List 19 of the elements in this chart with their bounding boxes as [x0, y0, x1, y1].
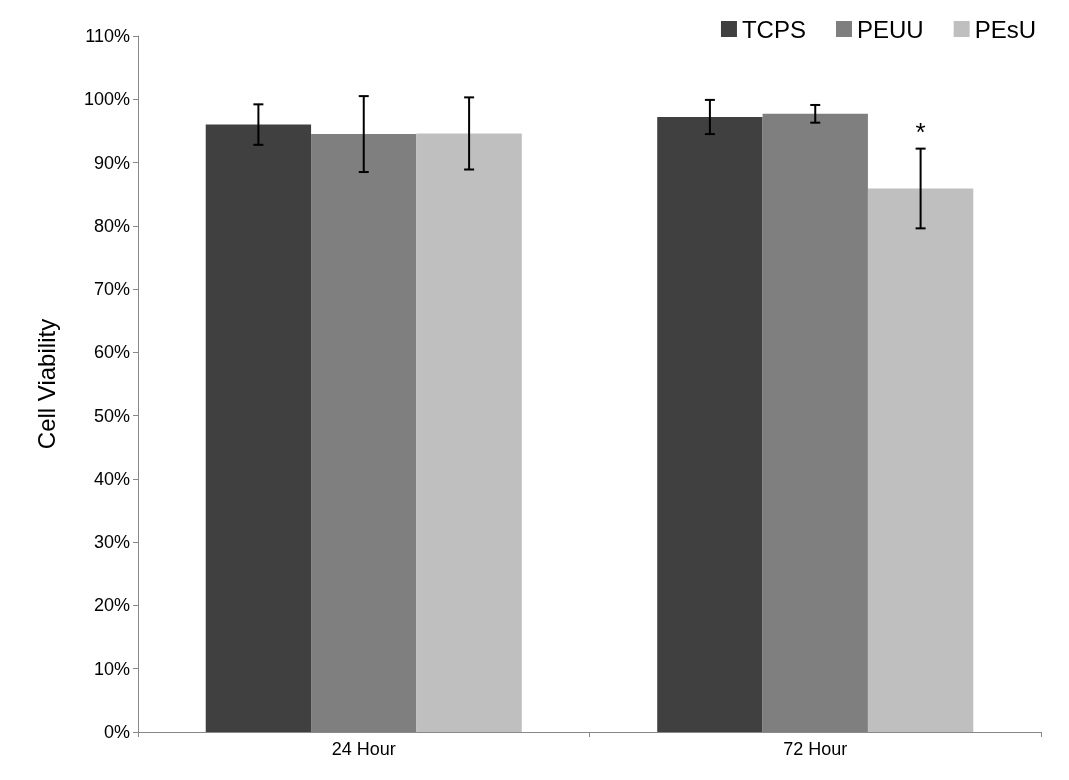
- y-tick-label: 70%: [93, 279, 130, 300]
- y-tick-label: 10%: [93, 658, 130, 679]
- y-tick-label: 100%: [83, 89, 130, 110]
- annotation: *: [915, 116, 926, 147]
- legend-label: PEsU: [974, 15, 1037, 43]
- y-tick-label: 90%: [93, 152, 130, 173]
- y-tick-label: 50%: [93, 405, 130, 426]
- y-axis-title: Cell Viability: [32, 318, 60, 450]
- x-tick-label: 72 Hour: [783, 739, 848, 759]
- y-tick-label: 80%: [93, 215, 130, 236]
- y-tick-label: 20%: [93, 595, 130, 616]
- legend-label: PEUU: [856, 15, 924, 43]
- x-tick-label: 24 Hour: [331, 739, 396, 759]
- y-tick-label: 40%: [93, 468, 130, 489]
- y-tick-label: 0%: [103, 722, 130, 742]
- y-tick-label: 30%: [93, 532, 130, 553]
- legend-label: TCPS: [741, 15, 806, 43]
- y-tick-label: 110%: [85, 26, 130, 46]
- y-tick-label: 60%: [93, 342, 130, 363]
